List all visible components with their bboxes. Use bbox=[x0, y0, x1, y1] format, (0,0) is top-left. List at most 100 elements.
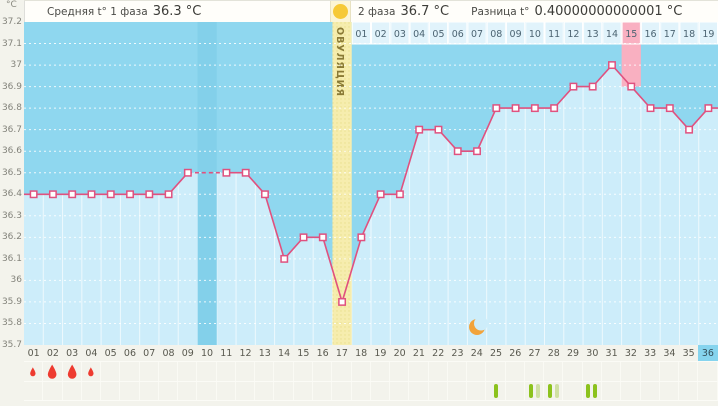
temp-marker-day-14[interactable] bbox=[280, 254, 289, 263]
dpo-cell-06[interactable] bbox=[448, 22, 468, 45]
menstruation-row bbox=[24, 361, 718, 381]
day-label-09[interactable]: 09 bbox=[181, 347, 194, 359]
day-label-31[interactable]: 31 bbox=[605, 347, 618, 359]
dpo-cell-15[interactable] bbox=[621, 22, 641, 45]
dpo-cell-14[interactable] bbox=[602, 22, 622, 45]
day-label-16[interactable]: 16 bbox=[316, 347, 329, 359]
day-label-21[interactable]: 21 bbox=[412, 347, 425, 359]
day-label-35[interactable]: 35 bbox=[682, 347, 695, 359]
temp-marker-day-16[interactable] bbox=[318, 233, 327, 242]
day-label-22[interactable]: 22 bbox=[432, 347, 445, 359]
menstruation-cell-03 bbox=[63, 362, 82, 381]
dpo-cell-13[interactable] bbox=[583, 22, 603, 45]
day-label-34[interactable]: 34 bbox=[663, 347, 676, 359]
temp-marker-day-05[interactable] bbox=[106, 190, 115, 199]
menstruation-cell-29 bbox=[563, 362, 583, 381]
day-label-18[interactable]: 18 bbox=[355, 347, 368, 359]
menstruation-cell-35 bbox=[679, 362, 699, 381]
temp-marker-day-34[interactable] bbox=[665, 104, 674, 113]
temp-marker-day-06[interactable] bbox=[126, 190, 134, 199]
temp-marker-day-02[interactable] bbox=[48, 190, 57, 199]
day-label-27[interactable]: 27 bbox=[528, 347, 541, 359]
menstruation-cell-22 bbox=[429, 362, 448, 381]
temp-marker-day-17[interactable] bbox=[338, 297, 347, 306]
temp-marker-day-08[interactable] bbox=[164, 190, 173, 199]
menstruation-cell-13 bbox=[255, 362, 275, 381]
temp-marker-day-07[interactable] bbox=[145, 190, 154, 199]
temp-marker-day-29[interactable] bbox=[569, 82, 578, 91]
day-label-13[interactable]: 13 bbox=[258, 347, 271, 359]
ovulation-legend-cell bbox=[330, 1, 351, 22]
day-label-17[interactable]: 17 bbox=[335, 347, 348, 359]
day-label-08[interactable]: 08 bbox=[162, 347, 175, 359]
temp-marker-day-21[interactable] bbox=[415, 125, 424, 134]
day-label-03[interactable]: 03 bbox=[66, 347, 79, 359]
temp-marker-day-31[interactable] bbox=[608, 61, 616, 70]
menstruation-cell-14 bbox=[274, 362, 294, 381]
temp-marker-day-03[interactable] bbox=[68, 190, 77, 199]
temp-marker-day-36[interactable] bbox=[704, 104, 713, 113]
temp-marker-day-01[interactable] bbox=[29, 190, 38, 199]
temp-marker-day-04[interactable] bbox=[87, 190, 96, 199]
temp-marker-day-24[interactable] bbox=[473, 147, 481, 156]
temp-marker-day-12[interactable] bbox=[241, 168, 250, 177]
menstruation-cell-27 bbox=[525, 362, 545, 381]
day-label-26[interactable]: 26 bbox=[509, 347, 522, 359]
dpo-cell-05[interactable] bbox=[428, 22, 449, 45]
ovulation-band-label: ОВУЛЯЦИЯ bbox=[334, 27, 345, 97]
y-tick-36.1: 36.1 bbox=[1, 253, 22, 264]
day-label-12[interactable]: 12 bbox=[239, 347, 252, 359]
temp-marker-day-22[interactable] bbox=[434, 125, 443, 134]
intimacy-mark-icon bbox=[593, 384, 598, 398]
day-label-29[interactable]: 29 bbox=[567, 347, 580, 359]
dpo-cell-08[interactable] bbox=[486, 22, 506, 45]
day-label-32[interactable]: 32 bbox=[624, 347, 637, 359]
dpo-cell-07[interactable] bbox=[467, 22, 487, 45]
day-label-06[interactable]: 06 bbox=[123, 347, 136, 359]
dpo-cell-12[interactable] bbox=[563, 22, 584, 45]
day-label-10[interactable]: 10 bbox=[200, 347, 214, 359]
menstruation-cell-08 bbox=[159, 362, 179, 381]
day-label-36[interactable]: 36 bbox=[698, 345, 718, 361]
day-label-07[interactable]: 07 bbox=[143, 347, 156, 359]
intimacy-cell-23 bbox=[448, 382, 468, 400]
day-label-02[interactable]: 02 bbox=[46, 347, 59, 359]
menstruation-cell-26 bbox=[506, 362, 525, 381]
temp-marker-day-26[interactable] bbox=[511, 104, 520, 113]
temp-marker-day-35[interactable] bbox=[685, 125, 694, 134]
day-label-15[interactable]: 15 bbox=[297, 347, 310, 359]
temp-marker-day-30[interactable] bbox=[588, 82, 597, 91]
temp-marker-day-33[interactable] bbox=[646, 104, 655, 113]
day-label-24[interactable]: 24 bbox=[470, 347, 483, 359]
temp-marker-day-28[interactable] bbox=[550, 104, 559, 113]
temp-marker-day-20[interactable] bbox=[395, 190, 404, 199]
day-label-11[interactable]: 11 bbox=[220, 347, 233, 359]
day-label-28[interactable]: 28 bbox=[547, 347, 560, 359]
day-label-33[interactable]: 33 bbox=[644, 347, 657, 359]
intimacy-cell-07 bbox=[140, 382, 159, 400]
dpo-cell-01[interactable] bbox=[351, 22, 372, 45]
temp-marker-day-15[interactable] bbox=[299, 233, 308, 242]
day-label-23[interactable]: 23 bbox=[451, 347, 464, 359]
temp-marker-day-11[interactable] bbox=[222, 168, 231, 177]
temp-marker-day-25[interactable] bbox=[492, 104, 501, 113]
day-label-01[interactable]: 01 bbox=[27, 347, 40, 359]
temp-marker-day-09[interactable] bbox=[183, 168, 192, 177]
temp-marker-day-18[interactable] bbox=[357, 233, 366, 242]
day-label-05[interactable]: 05 bbox=[104, 347, 117, 359]
day-label-30[interactable]: 30 bbox=[586, 347, 599, 359]
day-label-25[interactable]: 25 bbox=[489, 347, 503, 359]
day-label-20[interactable]: 20 bbox=[393, 347, 406, 359]
temperature-plot[interactable]: ОВУЛЯЦИЯ 01 02 03 04 05 06 07 08 09 10 11 12 13 14 15 16… bbox=[24, 22, 718, 345]
day-label-19[interactable]: 19 bbox=[374, 347, 387, 359]
temp-marker-day-23[interactable] bbox=[453, 147, 462, 156]
intimacy-mark-icon bbox=[547, 384, 552, 398]
temp-marker-day-19[interactable] bbox=[376, 190, 385, 199]
temp-marker-day-32[interactable] bbox=[627, 82, 636, 91]
temp-marker-day-27[interactable] bbox=[530, 104, 539, 113]
temp-marker-day-13[interactable] bbox=[261, 190, 269, 199]
intimacy-cell-13 bbox=[255, 382, 275, 400]
intimacy-cell-01 bbox=[24, 382, 44, 400]
day-label-04[interactable]: 04 bbox=[85, 347, 98, 359]
day-label-14[interactable]: 14 bbox=[278, 347, 291, 359]
